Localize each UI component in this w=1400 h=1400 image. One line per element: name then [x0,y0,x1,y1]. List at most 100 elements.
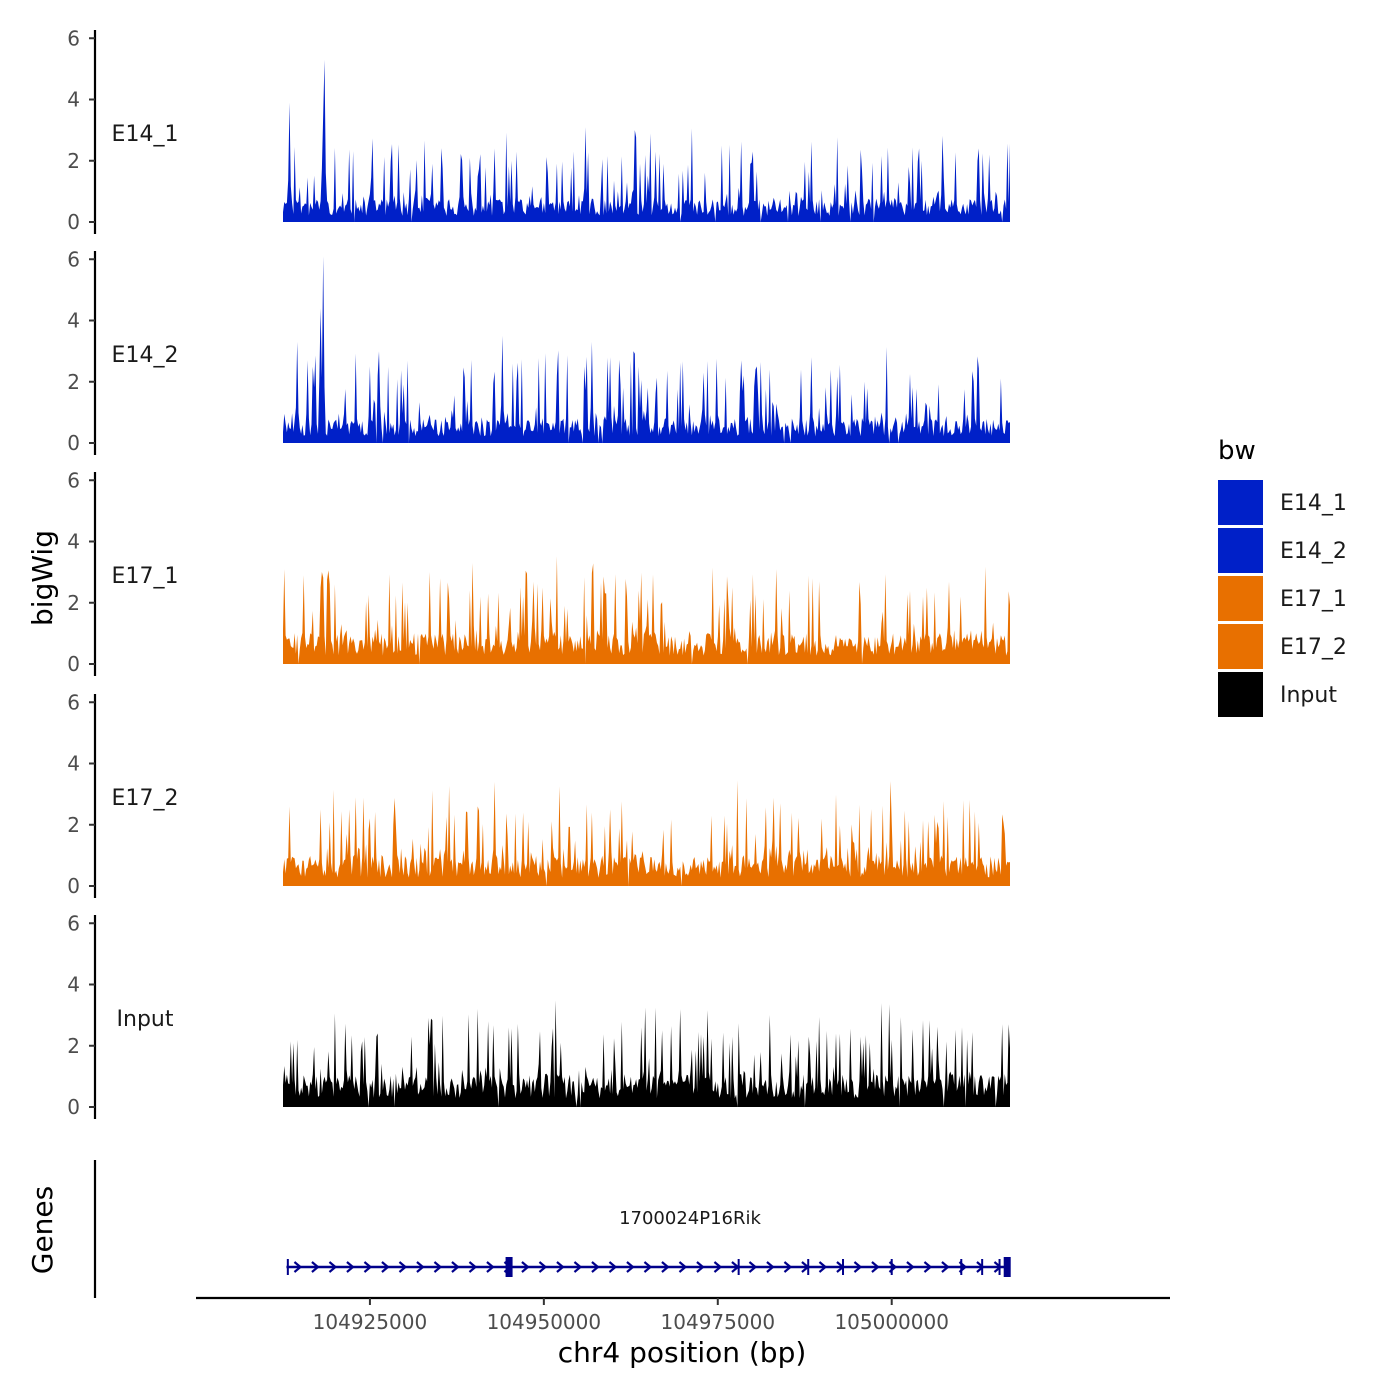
strand-arrow [346,1261,355,1273]
track-E14_2: 0 2 4 6 E14_2 [67,247,1010,455]
exon [998,1259,1001,1275]
signal-area-E17_1 [283,556,1010,664]
y-tick-label: 4 [67,309,80,333]
y-tick-label: 0 [67,431,80,455]
genes-axis-title: Genes [26,1186,59,1274]
x-tick-label: 104925000 [313,1310,428,1334]
strand-arrow [311,1261,320,1273]
exon [1003,1257,1011,1277]
track-E17_2: 0 2 4 6 E17_2 [67,690,1010,898]
y-tick-label: 6 [67,690,80,714]
strand-arrow [573,1261,583,1273]
gene-label: 1700024P16Rik [619,1208,761,1229]
track-Input: 0 2 4 6 Input [67,911,1010,1119]
legend-swatch [1218,528,1263,573]
strand-arrow [363,1261,373,1273]
y-tick-label: 6 [67,247,80,271]
strand-arrow [853,1261,863,1273]
exon [807,1259,810,1275]
legend-label: E14_2 [1280,539,1347,564]
signal-area-E14_1 [283,59,1010,223]
x-axis-title: chr4 position (bp) [558,1336,807,1369]
strand-arrow [486,1261,495,1273]
strand-arrow [433,1261,443,1273]
strand-arrow [783,1261,793,1273]
x-tick-label: 104950000 [487,1310,602,1334]
legend-swatch [1218,480,1263,525]
strand-arrow [293,1261,303,1273]
strand-arrow [941,1261,950,1273]
track-label: Input [117,1007,174,1032]
y-tick-label: 2 [67,149,80,173]
strand-arrow [661,1261,670,1273]
exon [737,1259,740,1275]
strand-arrow [696,1261,705,1273]
legend-title: bw [1218,436,1256,466]
y-tick-label: 6 [67,468,80,492]
strand-arrow [643,1261,653,1273]
y-tick-label: 0 [67,874,80,898]
track-E17_1: 0 2 4 6 E17_1 [67,468,1010,676]
y-tick-label: 2 [67,591,80,615]
exon [890,1259,893,1275]
exon [286,1259,289,1275]
strand-arrow [923,1261,933,1273]
y-tick-label: 0 [67,1095,80,1119]
strand-arrow [678,1261,688,1273]
strand-arrow [713,1261,723,1273]
strand-arrow [608,1261,618,1273]
signal-area-E17_2 [283,780,1010,886]
track-panels: 0 2 4 6 E14_1 0 2 4 6 E14_2 0 2 4 6 E17_1 0 2 4 6 E17_2 0 2 4 6… [67,26,1010,1119]
y-axis-title: bigWig [26,530,59,626]
legend-label: E17_1 [1280,587,1347,612]
strand-arrow [591,1261,600,1273]
legend-swatch [1218,624,1263,669]
track-label: E14_2 [112,343,179,368]
strand-arrow [328,1261,338,1273]
y-tick-label: 4 [67,752,80,776]
legend-swatch [1218,672,1263,717]
y-tick-label: 2 [67,370,80,394]
exon [505,1257,513,1277]
exon [960,1259,963,1275]
y-tick-label: 2 [67,813,80,837]
y-tick-label: 0 [67,210,80,234]
track-E14_1: 0 2 4 6 E14_1 [67,26,1010,234]
y-tick-label: 0 [67,652,80,676]
strand-arrow [451,1261,460,1273]
signal-area-Input [283,1000,1010,1107]
strand-arrow [766,1261,775,1273]
legend-label: Input [1280,683,1337,708]
y-tick-label: 4 [67,973,80,997]
exon [981,1259,984,1275]
y-tick-label: 6 [67,26,80,50]
strand-arrow [748,1261,758,1273]
x-axis: 104925000 104950000 104975000 105000000 [196,1296,1170,1334]
strand-arrow [626,1261,635,1273]
gene-track-panel: 1700024P16Rik [93,1160,1011,1298]
y-tick-label: 6 [67,911,80,935]
y-tick-label: 4 [67,530,80,554]
strand-arrow [416,1261,425,1273]
track-label: E17_1 [112,564,179,589]
exon [842,1259,845,1275]
strand-arrow [556,1261,565,1273]
strand-arrow [521,1261,530,1273]
track-label: E17_2 [112,786,179,811]
legend-label: E14_1 [1280,491,1347,516]
legend-swatch [1218,576,1263,621]
legend-label: E17_2 [1280,635,1347,660]
legend: bw E14_1 E14_2 E17_1 E17_2 Input [1218,436,1347,717]
strand-arrow [818,1261,828,1273]
x-tick-label: 105000000 [834,1310,949,1334]
strand-arrow [538,1261,548,1273]
strand-arrow [468,1261,478,1273]
signal-area-E14_2 [283,256,1010,443]
strand-arrow [398,1261,408,1273]
x-tick-label: 104975000 [661,1310,776,1334]
y-tick-label: 2 [67,1034,80,1058]
strand-arrow [381,1261,390,1273]
strand-arrow [906,1261,915,1273]
track-label: E14_1 [112,122,179,147]
